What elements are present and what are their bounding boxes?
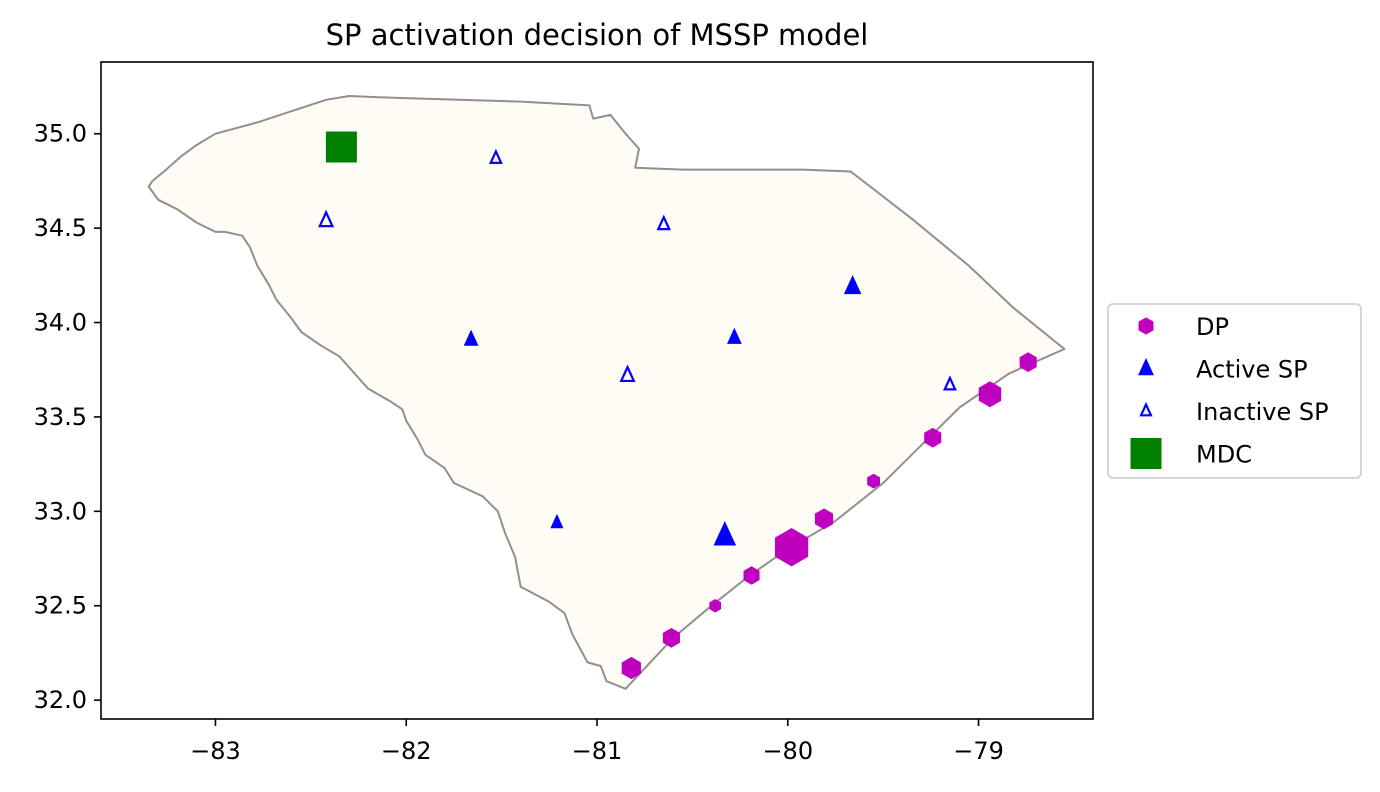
- legend-marker-mdc: [1130, 438, 1162, 469]
- y-tick-label: 32.5: [34, 592, 87, 620]
- plot-area: [147, 95, 1066, 690]
- marker-mdc: [325, 131, 357, 163]
- legend-label-active-sp: Active SP: [1196, 356, 1308, 384]
- legend-label-inactive-sp: Inactive SP: [1196, 398, 1329, 426]
- y-tick-label: 35.0: [34, 120, 87, 148]
- marker-inactive-sp: [318, 209, 335, 228]
- legend-label-mdc: MDC: [1196, 441, 1252, 469]
- marker-dp: [662, 627, 680, 648]
- x-tick-label: −83: [190, 737, 241, 765]
- marker-dp: [743, 566, 760, 585]
- legend: DP Active SP Inactive SP MDC: [1107, 303, 1362, 479]
- marker-dp: [814, 508, 834, 530]
- marker-dp: [867, 473, 881, 489]
- x-tick-label: −80: [762, 737, 813, 765]
- legend-box: [1107, 303, 1362, 479]
- marker-inactive-sp: [656, 214, 671, 231]
- y-tick-label: 33.5: [34, 403, 87, 431]
- y-tick-label: 34.5: [34, 214, 87, 242]
- marker-inactive-sp: [488, 148, 503, 164]
- y-tick-label: 33.0: [34, 497, 87, 525]
- marker-active-sp: [713, 520, 737, 546]
- marker-inactive-sp: [942, 375, 957, 391]
- marker-active-sp: [843, 275, 862, 295]
- marker-active-sp: [463, 329, 479, 346]
- y-tick-label: 32.0: [34, 686, 87, 714]
- marker-dp: [924, 427, 942, 448]
- state-boundary: [147, 95, 1066, 690]
- legend-marker-dp: [1138, 317, 1154, 335]
- legend-marker-inactive-sp: [1139, 401, 1153, 417]
- chart-title: SP activation decision of MSSP model: [326, 18, 869, 52]
- x-tick-label: −82: [381, 737, 432, 765]
- x-tick-label: −79: [953, 737, 1004, 765]
- marker-dp: [774, 528, 809, 567]
- marker-active-sp: [550, 513, 564, 529]
- marker-active-sp: [726, 327, 742, 344]
- legend-label-dp: DP: [1196, 313, 1229, 341]
- marker-inactive-sp: [619, 364, 636, 383]
- marker-dp: [709, 598, 722, 613]
- x-tick-label: −81: [572, 737, 623, 765]
- axes: −83 −82 −81 −80 −79 32.0 32.5 33.0 33.5 34.0 34.5 3…: [34, 61, 1094, 765]
- y-tick-label: 34.0: [34, 309, 87, 337]
- marker-dp: [978, 381, 1002, 408]
- marker-dp: [1019, 352, 1037, 373]
- legend-marker-active-sp: [1138, 357, 1154, 376]
- marker-dp: [621, 656, 641, 680]
